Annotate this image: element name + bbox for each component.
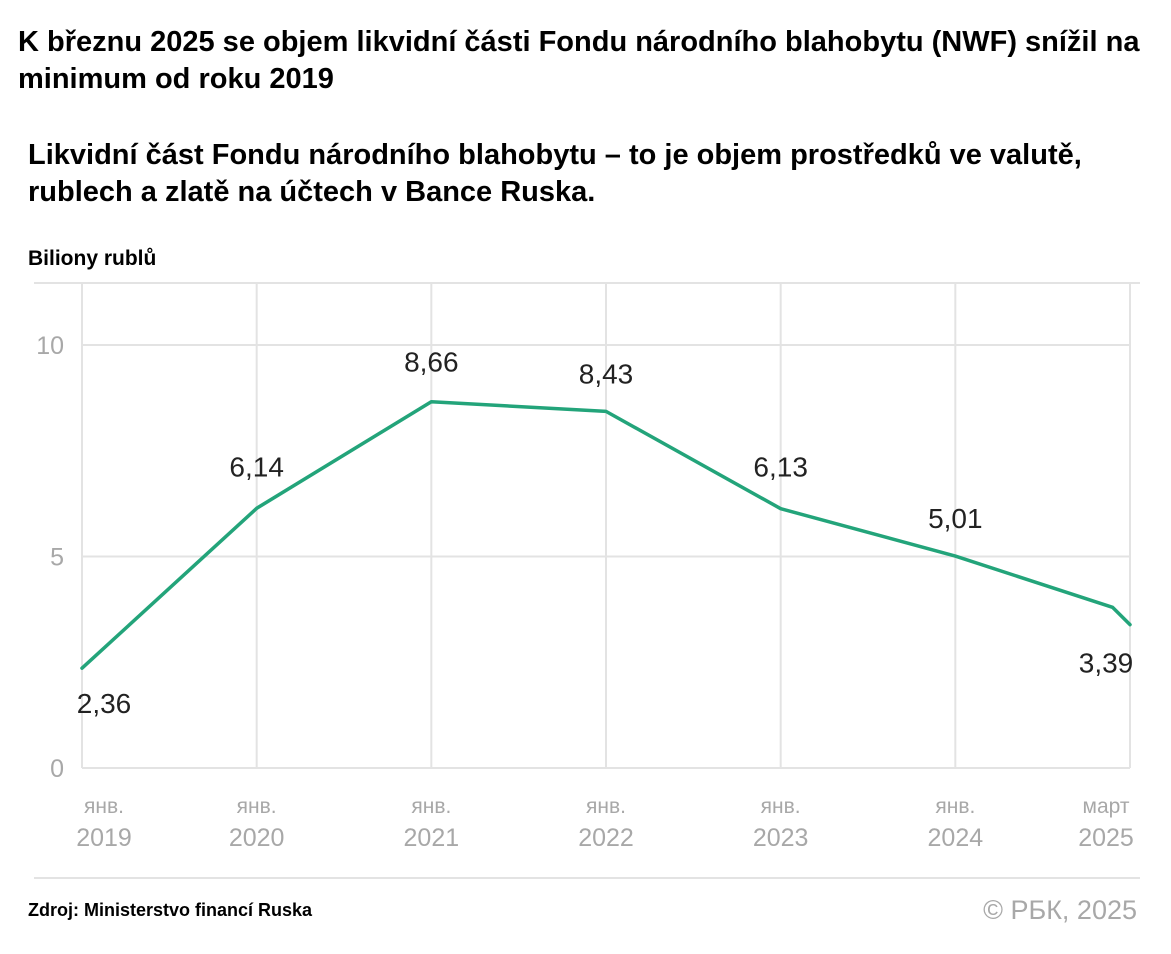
x-tick-label-year: 2021	[404, 824, 460, 852]
data-label: 6,13	[753, 452, 808, 483]
x-tick-label-year: 2024	[928, 824, 984, 852]
y-tick-label: 5	[50, 544, 64, 572]
y-tick-label: 10	[36, 332, 64, 360]
x-tick-label-month: март	[1083, 795, 1130, 818]
x-tick-label-month: янв.	[84, 795, 124, 818]
data-label: 8,66	[404, 347, 459, 378]
copyright-note: © РБК, 2025	[983, 895, 1137, 925]
data-label: 8,43	[579, 358, 634, 389]
y-axis-label: Biliony rublů	[28, 247, 157, 270]
data-label: 3,39	[1079, 648, 1134, 679]
y-tick-label: 0	[50, 755, 64, 783]
source-note: Zdroj: Ministerstvo financí Ruska	[28, 900, 313, 920]
x-tick-label-year: 2020	[229, 824, 285, 852]
x-tick-label-month: янв.	[237, 795, 277, 818]
page-title: K březnu 2025 se objem likvidní části Fo…	[18, 26, 1140, 95]
x-tick-label-year: 2019	[76, 824, 132, 852]
x-tick-label-month: янв.	[761, 795, 801, 818]
x-tick-label-year: 2023	[753, 824, 809, 852]
data-label: 6,14	[229, 451, 284, 482]
x-tick-label-month: янв.	[586, 795, 626, 818]
data-label: 5,01	[928, 503, 983, 534]
data-label: 2,36	[77, 688, 132, 719]
x-tick-label-year: 2025	[1078, 824, 1134, 852]
chart-subtitle: Likvidní část Fondu národního blahobytu …	[28, 139, 1082, 208]
x-tick-label-year: 2022	[578, 824, 634, 852]
x-tick-label-month: янв.	[935, 795, 975, 818]
series-line	[80, 399, 1132, 670]
x-tick-label-month: янв.	[411, 795, 451, 818]
